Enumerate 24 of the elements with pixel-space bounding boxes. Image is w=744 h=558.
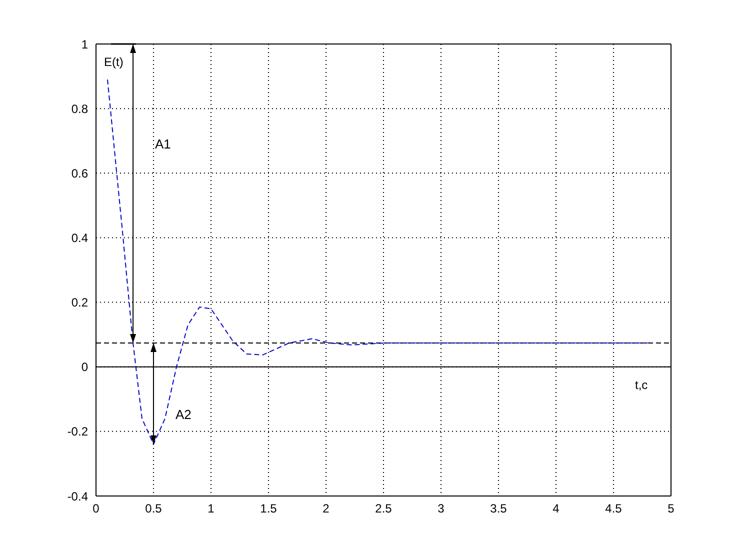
y-tick-label: -0.2 <box>67 424 88 439</box>
x-tick-label: 1 <box>208 502 215 516</box>
y-tick-label: 0.4 <box>71 230 88 245</box>
y-tick-label: -0.4 <box>67 489 88 504</box>
x-tick-label: 5 <box>668 502 675 516</box>
y-tick-label: 0.6 <box>71 166 88 180</box>
annotation: A1 <box>155 136 171 152</box>
x-tick-label: 4 <box>552 502 560 516</box>
y-tick-label: 0.8 <box>71 102 88 116</box>
y-tick-label: 0.2 <box>71 296 88 310</box>
x-tick-label: 1.5 <box>260 502 278 516</box>
x-tick-label: 3 <box>438 502 445 516</box>
y-axis-title: E(t) <box>104 55 124 69</box>
x-tick-label: 3.5 <box>490 502 508 516</box>
x-tick-label: 0 <box>92 502 100 516</box>
line-series <box>107 79 650 445</box>
x-axis-title: t,c <box>635 378 648 392</box>
x-tick-label: 0.5 <box>145 502 162 516</box>
x-tick-label: 2.5 <box>375 502 392 516</box>
x-tick-label: 2 <box>322 502 330 516</box>
y-tick-label: 1 <box>81 37 88 52</box>
x-tick-label: 4.5 <box>605 502 622 516</box>
annotation: A2 <box>176 407 192 422</box>
y-tick-label: 0 <box>81 360 88 374</box>
